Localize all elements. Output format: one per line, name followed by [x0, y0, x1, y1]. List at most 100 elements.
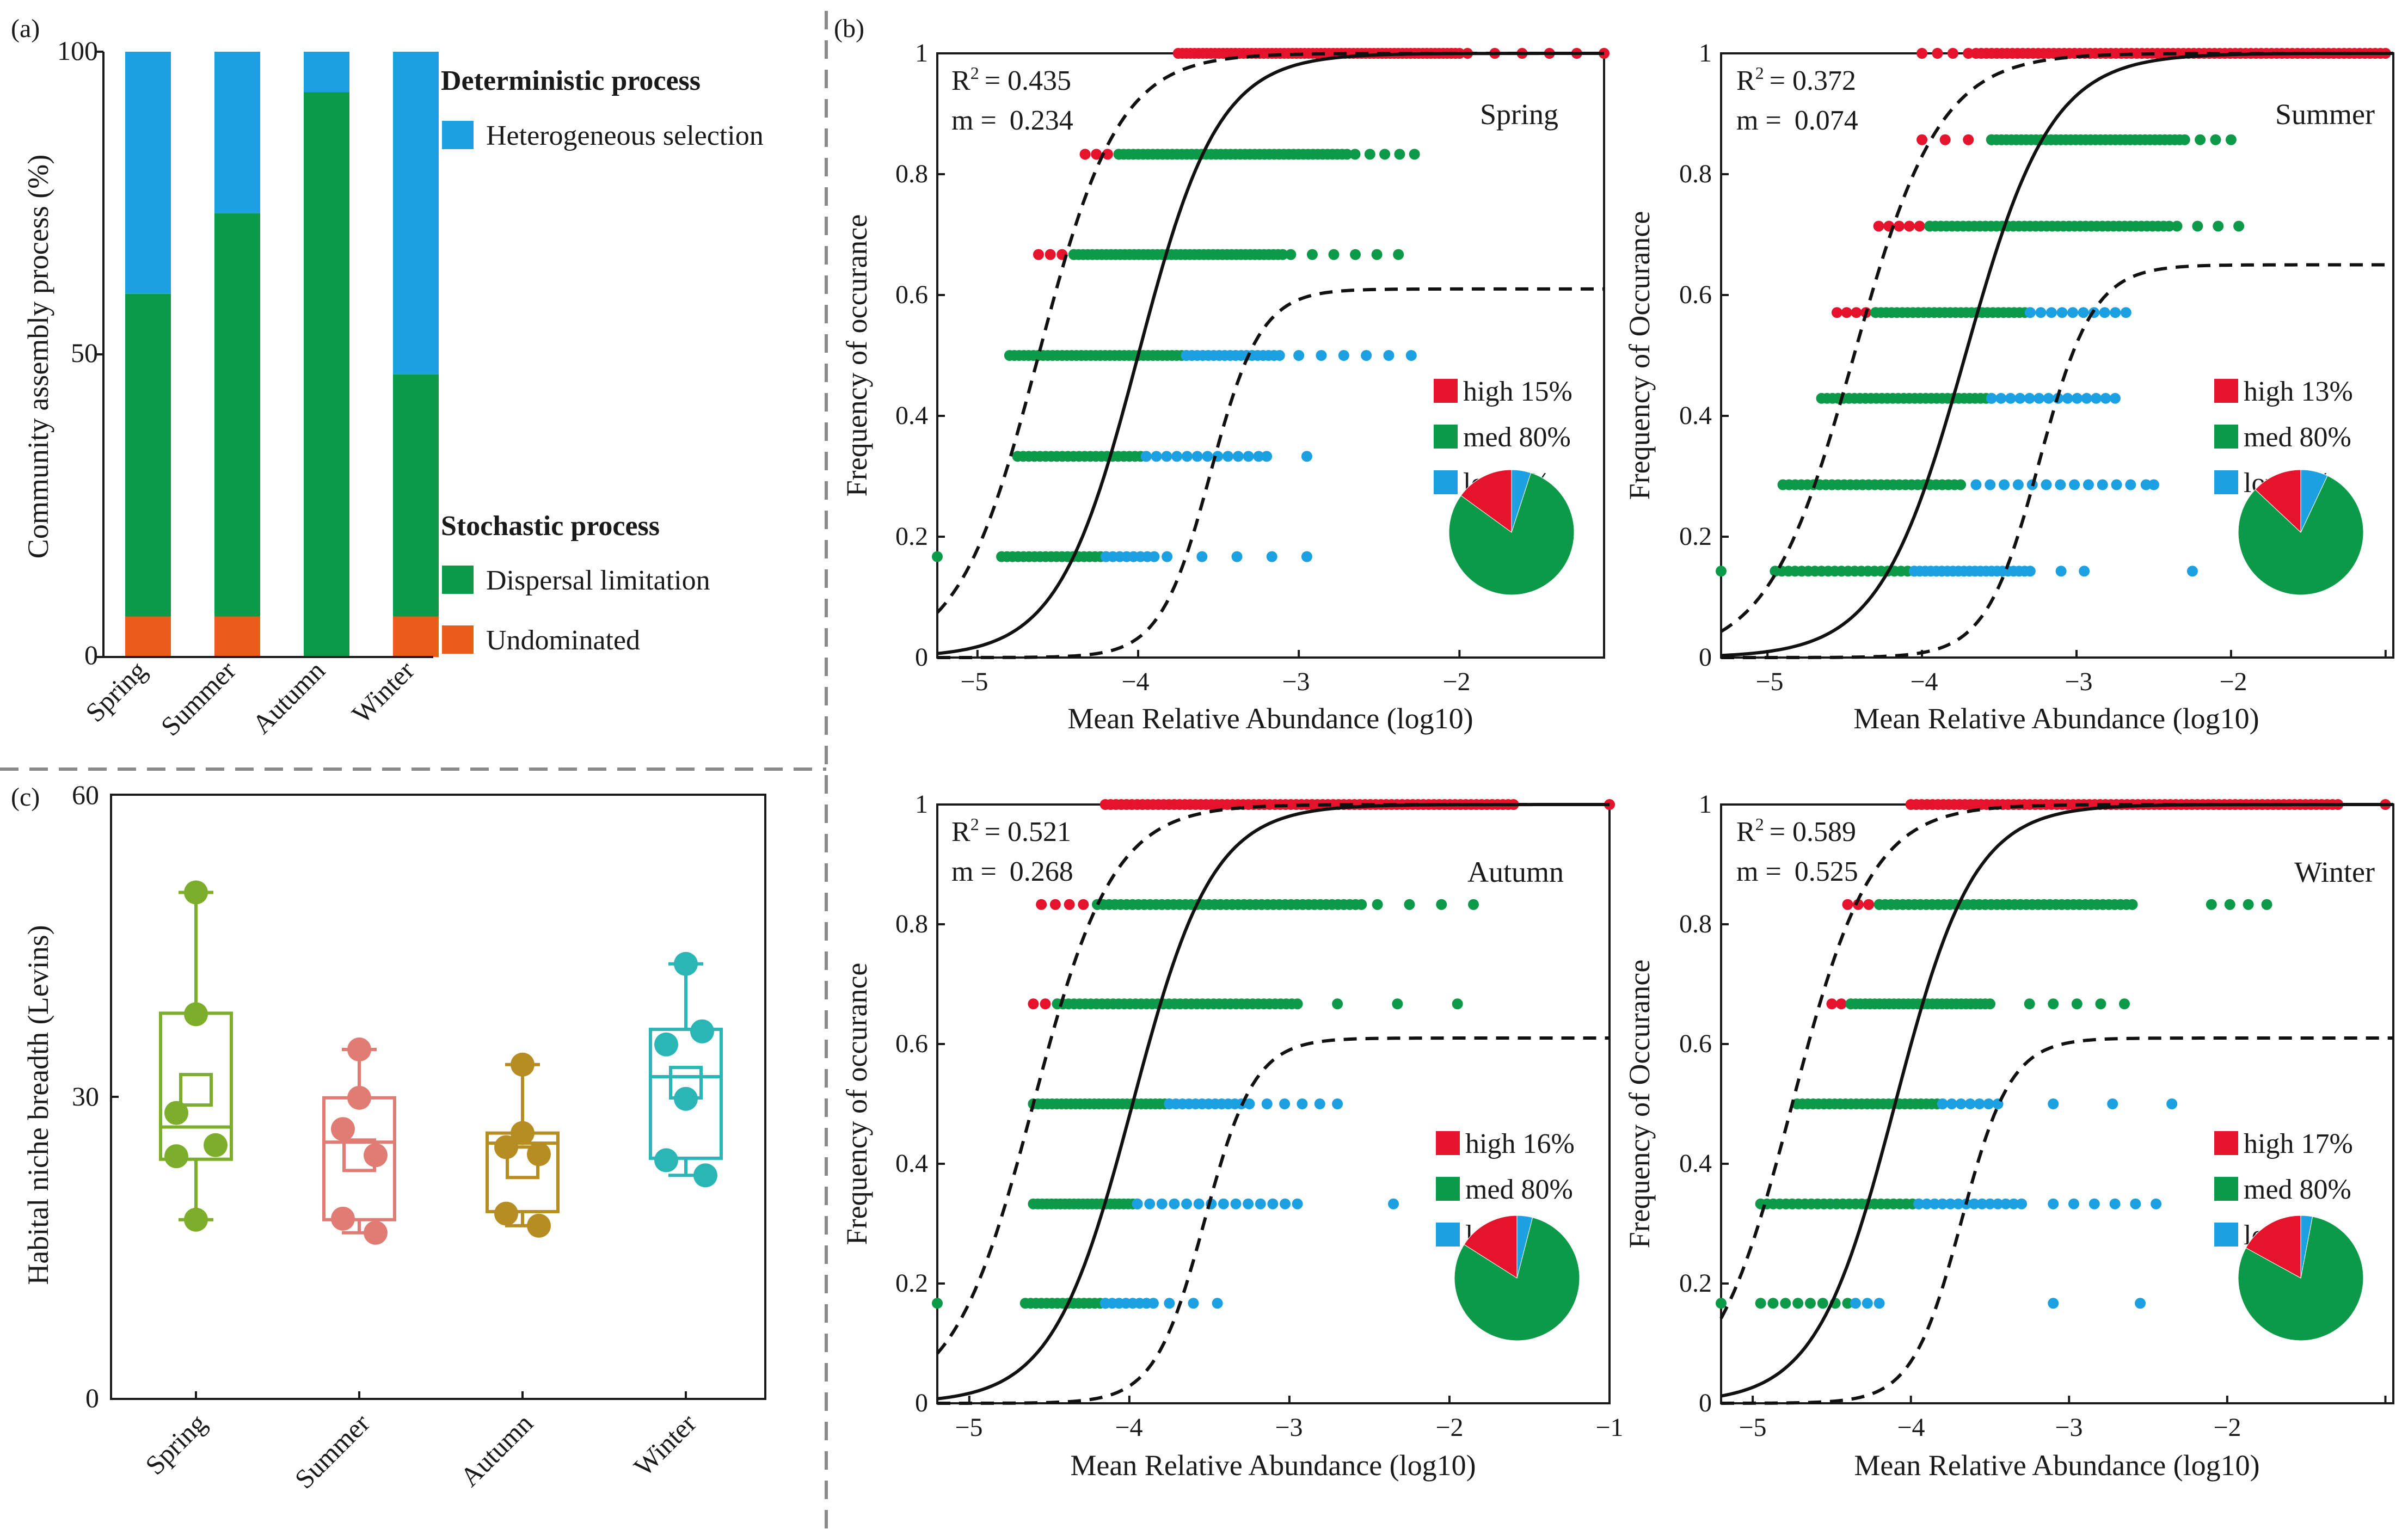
scatter-point	[2119, 998, 2130, 1010]
pie-slice-low	[2300, 469, 2328, 533]
scatter-point	[2024, 392, 2035, 404]
pie-slice-low	[1511, 469, 1532, 533]
legend-swatch-low	[1434, 470, 1458, 494]
scatter-point	[1045, 249, 1056, 260]
scatter-point	[1903, 220, 1915, 232]
scatter-point	[1266, 551, 1277, 562]
m-annotation: m = 0.268	[951, 856, 1073, 887]
scatter-point	[2243, 899, 2254, 910]
xtick-label: −4	[1121, 667, 1149, 696]
scatter-point	[1963, 48, 1974, 59]
panel-b-winter: Frequency of Occurance Mean Relative Abu…	[1623, 790, 2394, 1482]
scatter-point	[2083, 479, 2094, 490]
pie-slice-high	[1464, 1215, 1518, 1279]
scatter-point	[1946, 1098, 1957, 1109]
bar-segment-dispersal-limitation	[304, 92, 349, 657]
scatter-point	[1780, 1298, 1791, 1309]
data-point	[674, 951, 698, 976]
scatter-point	[1842, 899, 1853, 910]
scatter-point	[1970, 479, 1982, 490]
scatter-point	[1328, 249, 1340, 260]
panel-b-spring: Frequency of occurance Mean Relative Abu…	[840, 39, 1610, 735]
scatter-point	[1161, 451, 1172, 462]
legend-swatch-heterogeneous-selection	[442, 121, 474, 149]
ci-lower-curve	[937, 287, 1604, 659]
panel-ylabel: Frequency of occurance	[840, 214, 873, 497]
scatter-point	[1261, 1098, 1273, 1109]
scatter-point	[2171, 220, 2183, 232]
m-annotation: m = 0.525	[1736, 856, 1858, 887]
scatter-point	[1314, 1098, 1325, 1109]
ci-upper-curve	[1719, 803, 2393, 1319]
scatter-point	[1916, 48, 1928, 59]
scatter-point	[2140, 479, 2152, 490]
scatter-point	[1297, 1098, 1308, 1109]
scatter-point	[1986, 392, 1997, 404]
scatter-point	[2148, 479, 2159, 490]
data-point	[164, 1101, 188, 1125]
scatter-point	[1388, 1198, 1399, 1209]
legend-swatch-low	[2214, 470, 2238, 494]
legend-swatch-med	[2214, 1177, 2238, 1201]
panel-ylabel: Frequency of Occurance	[1623, 211, 1656, 500]
xtick-label: −1	[1595, 1413, 1623, 1442]
scatter-point	[1955, 479, 1967, 490]
scatter-point	[2100, 392, 2111, 404]
scatter-point	[2186, 566, 2198, 577]
scatter-point	[2192, 220, 2203, 232]
pie-slice-med	[1454, 1217, 1580, 1341]
scatter-point	[2000, 1198, 2012, 1209]
data-point	[527, 1213, 551, 1238]
scatter-point	[1261, 451, 1273, 462]
scatter-point	[1873, 1298, 1885, 1309]
scatter-point	[2024, 566, 2036, 577]
scatter-point	[2048, 1298, 2059, 1309]
scatter-point	[1306, 249, 1318, 260]
panel-season-title: Autumn	[1467, 856, 1564, 888]
scatter-point	[1332, 1098, 1343, 1109]
panel-season-title: Winter	[2294, 856, 2375, 888]
scatter-point	[2135, 1298, 2146, 1309]
m-annotation: m = 0.074	[1736, 105, 1858, 136]
xtick-label: −3	[1275, 1413, 1303, 1442]
scatter-point	[1372, 899, 1383, 910]
data-point	[511, 1052, 535, 1077]
scatter-point	[1292, 1198, 1303, 1209]
scatter-point	[1995, 392, 2007, 404]
data-point	[674, 1086, 698, 1111]
scatter-point	[2125, 479, 2136, 490]
ytick-label: 0	[915, 643, 928, 672]
data-point	[331, 1206, 355, 1231]
panel-c-label: (c)	[11, 783, 40, 812]
scatter-point	[1468, 899, 1479, 910]
scatter-point	[2008, 1198, 2019, 1209]
xtick-label: −3	[2055, 1413, 2083, 1442]
scatter-point	[1968, 1198, 1980, 1209]
legend-label-high: high 15%	[1463, 376, 1572, 407]
scatter-point	[2035, 307, 2047, 318]
legend-swatch-high	[2214, 1131, 2238, 1155]
scatter-point	[2041, 479, 2052, 490]
scatter-point	[2067, 307, 2079, 318]
data-point	[164, 1144, 188, 1169]
ci-upper-curve	[1720, 52, 2393, 633]
scatter-point	[2225, 134, 2237, 145]
scatter-point	[1963, 134, 1974, 145]
scatter-point	[2210, 134, 2221, 145]
scatter-point	[1716, 1298, 1727, 1309]
scatter-point	[1036, 899, 1047, 910]
panel-xlabel: Mean Relative Abundance (log10)	[1070, 1449, 1476, 1482]
scatter-point	[1316, 350, 1327, 361]
data-point	[184, 880, 208, 905]
scatter-point	[1863, 899, 1875, 910]
legend-label-heterogeneous-selection: Heterogeneous selection	[486, 120, 764, 151]
scatter-point	[2088, 1198, 2100, 1209]
scatter-point	[1371, 249, 1383, 260]
scatter-point	[1033, 249, 1044, 260]
scatter-point	[2078, 307, 2089, 318]
scatter-point	[1243, 1198, 1254, 1209]
panel-b-label: (b)	[834, 14, 864, 43]
scatter-point	[1292, 998, 1303, 1010]
data-point	[494, 1201, 518, 1226]
legend-label-high: high 16%	[1465, 1128, 1575, 1159]
